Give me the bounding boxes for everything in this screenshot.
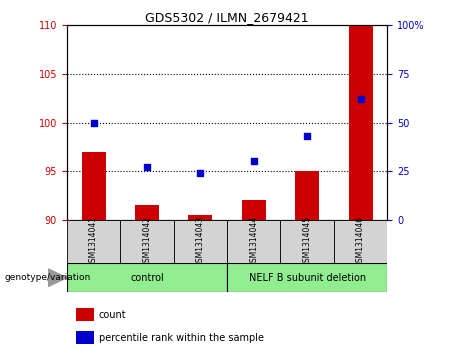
Text: GSM1314044: GSM1314044 (249, 216, 258, 267)
Bar (67, 220, 120, 263)
Text: genotype/variation: genotype/variation (5, 273, 91, 282)
Point (303, 133, 311, 139)
Text: count: count (99, 310, 126, 319)
Bar (82, 152, 106, 220)
Text: percentile rank within the sample: percentile rank within the sample (99, 333, 264, 343)
Point (197, 170, 204, 176)
Point (90, 119, 97, 125)
Text: GSM1314041: GSM1314041 (89, 216, 98, 267)
Bar (189, 215, 213, 220)
Bar (242, 200, 266, 220)
Bar (120, 220, 174, 263)
Bar (174, 220, 227, 263)
Bar (77, 308, 94, 321)
Text: GSM1314046: GSM1314046 (356, 216, 365, 267)
Text: GSM1314045: GSM1314045 (302, 216, 312, 267)
Text: control: control (130, 273, 164, 283)
Bar (135, 205, 159, 220)
Bar (227, 263, 387, 292)
Bar (334, 220, 387, 263)
Bar (67, 263, 227, 292)
Bar (280, 220, 334, 263)
Bar (77, 331, 94, 344)
Text: GSM1314043: GSM1314043 (196, 216, 205, 267)
Bar (227, 220, 280, 263)
Text: NELF B subunit deletion: NELF B subunit deletion (248, 273, 366, 283)
Point (143, 164, 151, 170)
Text: GSM1314042: GSM1314042 (142, 216, 152, 267)
Bar (295, 171, 319, 220)
Point (357, 96, 364, 102)
Title: GDS5302 / ILMN_2679421: GDS5302 / ILMN_2679421 (145, 11, 309, 24)
Point (250, 158, 257, 164)
Bar (349, 25, 372, 220)
Polygon shape (48, 269, 67, 286)
